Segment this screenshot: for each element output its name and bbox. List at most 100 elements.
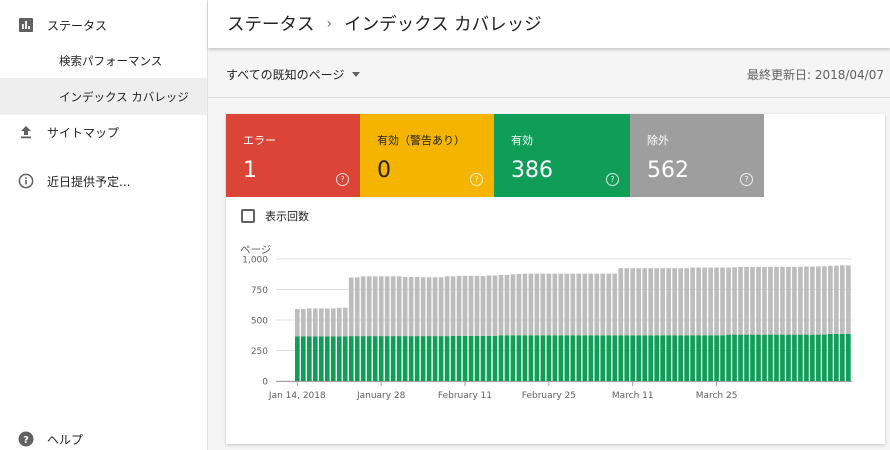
bar-excluded: [372, 276, 378, 337]
coverage-chart: ページ 0 250 500 750 1,000 Jan 14, 2018 January 28…: [240, 244, 852, 401]
bar-valid: [834, 333, 839, 381]
bar-excluded: [438, 277, 444, 337]
bar-excluded: [804, 266, 809, 335]
bar-excluded: [474, 275, 480, 336]
tile-value: 0: [377, 158, 391, 183]
bar-valid: [564, 335, 570, 381]
help-icon: ?: [18, 431, 34, 447]
sidebar: ステータス 検索パフォーマンス インデックス カバレッジ サイトマップ 近日提供…: [0, 0, 208, 450]
bar-valid: [480, 335, 486, 381]
bar-valid: [306, 336, 312, 381]
bar-valid: [786, 334, 791, 381]
sidebar-item-label: ステータス: [47, 18, 108, 33]
bar-excluded: [690, 267, 695, 336]
bar-excluded: [702, 267, 707, 336]
bar-valid: [450, 335, 456, 381]
bar-excluded: [630, 268, 636, 336]
status-tile-excluded[interactable]: 除外 562 ?: [630, 114, 764, 197]
bar-valid: [474, 335, 480, 381]
status-tile-valid-with-warnings[interactable]: 有効（警告あり） 0 ?: [360, 114, 494, 197]
bar-excluded: [606, 273, 612, 336]
bar-excluded: [318, 308, 324, 337]
bar-excluded: [432, 277, 438, 337]
bar-excluded: [576, 273, 582, 336]
sidebar-item-label: サイトマップ: [47, 125, 120, 140]
tile-value: 562: [647, 158, 689, 183]
bar-valid: [468, 335, 474, 381]
x-tick-label: February 11: [438, 391, 492, 401]
bar-excluded: [660, 268, 666, 336]
status-tile-error[interactable]: エラー 1 ?: [226, 114, 360, 197]
bar-excluded: [450, 276, 456, 336]
bar-valid: [295, 336, 300, 381]
bar-valid: [618, 335, 624, 381]
bar-valid: [438, 336, 444, 381]
help-icon[interactable]: ?: [336, 173, 349, 186]
bar-valid: [648, 335, 654, 381]
bar-excluded: [480, 276, 486, 336]
impressions-checkbox[interactable]: 表示回数: [241, 208, 309, 224]
bar-excluded: [774, 266, 779, 335]
bar-valid: [516, 335, 522, 381]
help-icon[interactable]: ?: [470, 173, 483, 186]
bar-valid: [588, 335, 594, 381]
bar-valid: [696, 335, 701, 381]
bar-valid: [720, 335, 725, 381]
bar-excluded: [636, 268, 642, 336]
bar-valid: [426, 336, 432, 381]
sidebar-item-help[interactable]: ? ヘルプ: [0, 424, 207, 450]
bar-valid: [612, 335, 618, 381]
x-tick-label: February 25: [522, 391, 576, 401]
sidebar-item-index-coverage[interactable]: インデックス カバレッジ: [0, 78, 207, 115]
breadcrumb-status[interactable]: ステータス: [227, 15, 315, 35]
bar-excluded: [546, 273, 552, 336]
svg-text:?: ?: [23, 435, 29, 446]
sidebar-item-label: ヘルプ: [47, 432, 84, 447]
bar-excluded: [504, 274, 510, 336]
bar-excluded: [462, 275, 468, 336]
bar-excluded: [324, 308, 330, 337]
bar-excluded: [750, 266, 755, 335]
help-icon[interactable]: ?: [740, 173, 753, 186]
x-tick-label: March 11: [612, 391, 654, 401]
sidebar-item-label: インデックス カバレッジ: [59, 89, 189, 104]
bar-excluded: [588, 273, 594, 336]
page-filter-dropdown[interactable]: すべての既知のページ: [226, 66, 361, 83]
tile-value: 1: [243, 158, 257, 183]
sidebar-item-search-performance[interactable]: 検索パフォーマンス: [0, 46, 207, 76]
bar-excluded: [720, 267, 725, 336]
page-header: ステータス › インデックス カバレッジ: [208, 0, 890, 48]
breadcrumb: ステータス › インデックス カバレッジ: [227, 11, 542, 36]
checkbox-icon[interactable]: [241, 209, 255, 223]
status-tile-valid[interactable]: 有効 386 ?: [494, 114, 630, 197]
bar-valid: [330, 336, 336, 381]
bar-excluded: [564, 273, 570, 336]
bar-excluded: [295, 309, 300, 337]
bar-valid: [684, 335, 689, 381]
bar-valid: [324, 336, 330, 381]
bar-excluded: [414, 276, 420, 337]
upload-icon: [18, 124, 34, 140]
bar-excluded: [570, 273, 576, 336]
bar-excluded: [714, 267, 719, 336]
sidebar-item-status[interactable]: ステータス: [0, 10, 207, 40]
bar-valid: [504, 335, 510, 381]
sidebar-item-coming-soon[interactable]: 近日提供予定...: [0, 166, 207, 196]
bar-excluded: [312, 308, 318, 337]
bar-valid: [744, 334, 749, 381]
bar-chart-icon: [18, 17, 34, 33]
bar-excluded: [648, 268, 654, 336]
bar-excluded: [408, 276, 414, 337]
bar-valid: [522, 335, 528, 381]
sidebar-item-sitemaps[interactable]: サイトマップ: [0, 117, 207, 147]
bar-valid: [750, 334, 755, 381]
bar-excluded: [552, 273, 558, 336]
bar-valid: [810, 334, 815, 381]
bar-excluded: [696, 267, 701, 336]
bar-valid: [360, 336, 366, 381]
x-tick-label: Jan 14, 2018: [268, 391, 326, 401]
bar-excluded: [378, 276, 384, 337]
y-tick-label: 500: [251, 317, 268, 327]
bar-excluded: [348, 277, 354, 337]
help-icon[interactable]: ?: [606, 173, 619, 186]
